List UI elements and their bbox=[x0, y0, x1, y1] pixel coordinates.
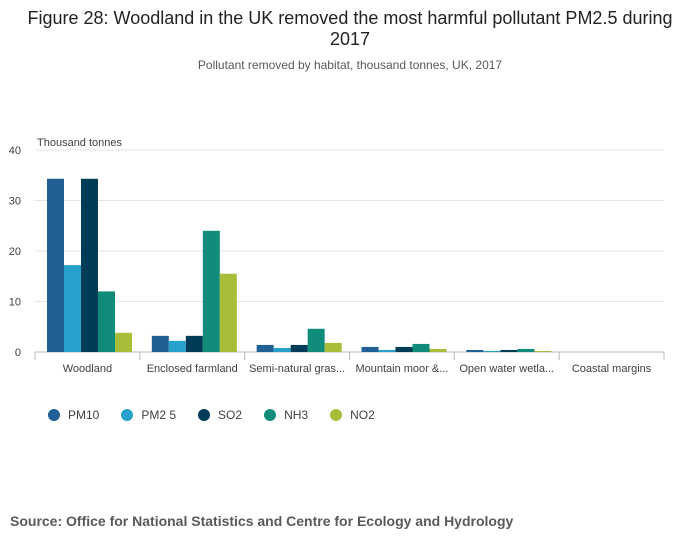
x-tick-label: Woodland bbox=[63, 363, 112, 375]
bar bbox=[534, 350, 552, 352]
y-tick-label: 0 bbox=[15, 347, 21, 359]
bar bbox=[429, 348, 447, 352]
legend-label: NO2 bbox=[350, 408, 375, 422]
legend-label: SO2 bbox=[218, 408, 243, 422]
x-tick-label: Open water wetla... bbox=[459, 363, 554, 375]
bar bbox=[378, 349, 396, 352]
legend-label: PM2 5 bbox=[141, 408, 177, 422]
bar bbox=[412, 343, 430, 352]
legend-item[interactable]: PM2 5 bbox=[121, 408, 176, 422]
legend-item[interactable]: NH3 bbox=[264, 408, 308, 422]
legend-swatch bbox=[48, 409, 60, 421]
y-axis-label: Thousand tonnes bbox=[37, 137, 123, 149]
bar bbox=[290, 344, 308, 352]
bar bbox=[466, 349, 484, 352]
bar bbox=[307, 328, 325, 352]
bar bbox=[500, 349, 518, 352]
source-note: Source: Office for National Statistics a… bbox=[10, 513, 514, 529]
bar bbox=[361, 346, 379, 352]
bar bbox=[115, 332, 132, 352]
bar bbox=[219, 273, 237, 352]
bar bbox=[47, 178, 64, 352]
chart-legend: PM10 PM2 5 SO2 NH3 NO2 bbox=[48, 408, 397, 422]
bar bbox=[395, 346, 413, 352]
legend-item[interactable]: SO2 bbox=[198, 408, 242, 422]
bar bbox=[517, 348, 535, 352]
bar bbox=[185, 335, 203, 352]
legend-item[interactable]: NO2 bbox=[330, 408, 375, 422]
y-tick-label: 10 bbox=[9, 297, 21, 309]
bar bbox=[64, 265, 81, 352]
legend-item[interactable]: PM10 bbox=[48, 408, 99, 422]
bar-chart: Thousand tonnes 0 10 20 30 40 Woodland Enclosed… bbox=[9, 137, 665, 375]
bar bbox=[324, 342, 342, 352]
legend-swatch bbox=[264, 409, 277, 421]
bar bbox=[273, 347, 291, 352]
chart-subtitle: Pollutant removed by habitat, thousand t… bbox=[197, 58, 503, 72]
y-tick-label: 20 bbox=[9, 246, 21, 258]
bar bbox=[256, 344, 274, 352]
bar bbox=[168, 340, 186, 352]
x-tick-label: Semi-natural gras... bbox=[249, 363, 345, 375]
x-tick-label: Enclosed farmland bbox=[147, 363, 238, 375]
y-tick-label: 40 bbox=[9, 145, 21, 157]
y-tick-label: 30 bbox=[9, 196, 21, 208]
legend-swatch bbox=[198, 409, 211, 421]
bar bbox=[483, 350, 501, 352]
legend-label: PM10 bbox=[68, 408, 100, 422]
bar bbox=[202, 230, 220, 352]
legend-label: NH3 bbox=[284, 408, 309, 422]
legend-swatch bbox=[121, 409, 134, 421]
bar bbox=[81, 178, 98, 352]
bar bbox=[98, 291, 115, 352]
x-tick-label: Coastal margins bbox=[572, 363, 652, 375]
legend-swatch bbox=[330, 409, 343, 421]
chart-title: Figure 28: Woodland in the UK removed th… bbox=[27, 8, 673, 49]
x-tick-label: Mountain moor &... bbox=[355, 363, 448, 375]
bar bbox=[151, 335, 169, 352]
